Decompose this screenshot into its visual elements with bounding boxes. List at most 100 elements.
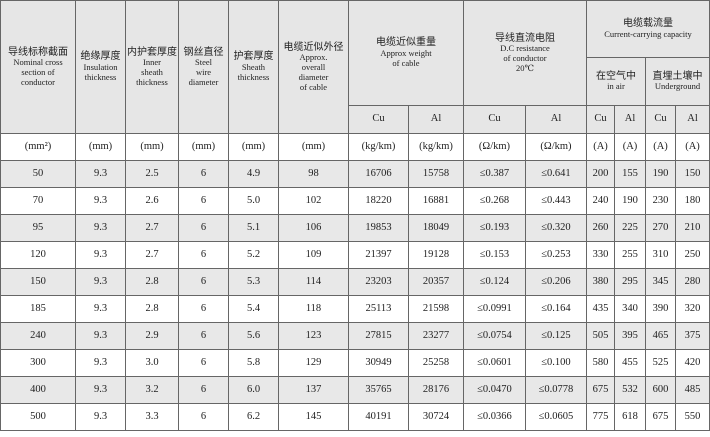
data-cell: 6 — [178, 295, 229, 323]
data-cell: 9.3 — [75, 241, 126, 269]
data-cell: 2.8 — [125, 295, 179, 323]
unit-cell: (kg/km) — [348, 133, 409, 161]
data-cell: 330 — [586, 241, 615, 269]
data-cell: 25113 — [348, 295, 409, 323]
header-zh: 直埋土壤中 — [652, 70, 703, 82]
data-cell: 200 — [586, 160, 615, 188]
header-en: Insulation — [83, 61, 118, 72]
header-en: Approx. — [299, 52, 328, 63]
subheader-cell: Al — [614, 105, 646, 134]
data-cell: 5.4 — [228, 295, 279, 323]
data-cell: 6 — [178, 187, 229, 215]
unit-cell: (mm) — [125, 133, 179, 161]
subheader-cell: Al — [525, 105, 587, 134]
header-cell: 在空气中 in air — [586, 57, 646, 106]
data-cell: 5.8 — [228, 349, 279, 377]
data-cell: 6 — [178, 214, 229, 242]
data-cell: 270 — [645, 214, 676, 242]
header-zh: 导线直流电阻 — [495, 32, 555, 44]
unit-cell: (A) — [614, 133, 646, 161]
unit-cell: (mm²) — [0, 133, 76, 161]
data-cell: 618 — [614, 403, 646, 431]
header-en: wire — [195, 66, 212, 77]
data-cell: 6.0 — [228, 376, 279, 404]
data-row: 185 9.3 2.8 6 5.4 118 25113 21598 ≤0.0991 ≤0.164 4… — [0, 295, 710, 323]
subheader-cell: Cu — [586, 105, 615, 134]
data-cell: ≤0.164 — [525, 295, 587, 323]
data-cell: 190 — [614, 187, 646, 215]
unit-cell: (A) — [675, 133, 710, 161]
header-cell: 直埋土壤中 Underground — [645, 57, 710, 106]
data-cell: ≤0.320 — [525, 214, 587, 242]
data-cell: ≤0.0754 — [463, 322, 526, 350]
data-row: 300 9.3 3.0 6 5.8 129 30949 25258 ≤0.0601 ≤0.100 5… — [0, 349, 710, 377]
header-zh: 电缆近似重量 — [376, 37, 436, 49]
data-cell: 500 — [0, 403, 76, 431]
unit-cell: (A) — [586, 133, 615, 161]
header-en: diameter — [188, 76, 219, 87]
data-cell: 129 — [278, 349, 349, 377]
header-en: Sheath — [241, 61, 266, 72]
unit-cell: (Ω/km) — [463, 133, 526, 161]
data-cell: ≤0.153 — [463, 241, 526, 269]
header-en: overall — [301, 61, 326, 72]
data-cell: 50 — [0, 160, 76, 188]
data-cell: 9.3 — [75, 376, 126, 404]
data-cell: 2.7 — [125, 214, 179, 242]
data-cell: 70 — [0, 187, 76, 215]
data-cell: 3.0 — [125, 349, 179, 377]
subheader-cell: Al — [675, 105, 710, 134]
data-row: 50 9.3 2.5 6 4.9 98 16706 15758 ≤0.387 ≤0.641 200 1… — [0, 160, 710, 188]
header-en: diameter — [298, 71, 329, 82]
unit-cell: (Ω/km) — [525, 133, 587, 161]
header-en: thickness — [237, 71, 270, 82]
header-en: Inner — [143, 57, 161, 68]
data-cell: 98 — [278, 160, 349, 188]
data-cell: 455 — [614, 349, 646, 377]
data-cell: 2.9 — [125, 322, 179, 350]
subheader-cell: Cu — [348, 105, 409, 134]
data-cell: 255 — [614, 241, 646, 269]
data-cell: 230 — [645, 187, 676, 215]
header-cell: 导线直流电阻 D.C resistance of conductor 20℃ — [463, 0, 587, 106]
data-cell: 106 — [278, 214, 349, 242]
data-cell: 6 — [178, 268, 229, 296]
header-en: 20℃ — [515, 62, 534, 73]
data-cell: 505 — [586, 322, 615, 350]
header-en: in air — [607, 81, 625, 92]
header-cell: 电缆近似外径 Approx. overall diameter of cable — [278, 0, 349, 134]
data-cell: 4.9 — [228, 160, 279, 188]
data-cell: ≤0.0991 — [463, 295, 526, 323]
unit-cell: (mm) — [75, 133, 126, 161]
data-row: 70 9.3 2.6 6 5.0 102 18220 16881 ≤0.268 ≤0.443 240… — [0, 187, 710, 215]
data-cell: 240 — [586, 187, 615, 215]
data-cell: 20357 — [408, 268, 464, 296]
header-en: sheath — [141, 66, 163, 77]
data-cell: 23277 — [408, 322, 464, 350]
header-row: Cu Al Cu Al Cu Al Cu Al — [1, 105, 710, 134]
data-cell: 114 — [278, 268, 349, 296]
header-zh: 内护套厚度 — [127, 46, 177, 58]
data-cell: ≤0.641 — [525, 160, 587, 188]
data-cell: 30724 — [408, 403, 464, 431]
header-en: of cable — [392, 57, 420, 68]
data-cell: 225 — [614, 214, 646, 242]
data-cell: 16706 — [348, 160, 409, 188]
data-cell: 155 — [614, 160, 646, 188]
data-cell: 6.2 — [228, 403, 279, 431]
data-cell: 25258 — [408, 349, 464, 377]
data-cell: 390 — [645, 295, 676, 323]
data-cell: ≤0.100 — [525, 349, 587, 377]
data-cell: 109 — [278, 241, 349, 269]
data-cell: 260 — [586, 214, 615, 242]
header-cell: 电缆载流量 Current-carrying capacity — [586, 0, 710, 58]
data-cell: ≤0.253 — [525, 241, 587, 269]
data-cell: 9.3 — [75, 160, 126, 188]
data-cell: 19128 — [408, 241, 464, 269]
data-row: 400 9.3 3.2 6 6.0 137 35765 28176 ≤0.0470 ≤0.0778… — [0, 376, 710, 404]
data-cell: 190 — [645, 160, 676, 188]
data-cell: 400 — [0, 376, 76, 404]
data-cell: 675 — [586, 376, 615, 404]
data-cell: 150 — [675, 160, 710, 188]
